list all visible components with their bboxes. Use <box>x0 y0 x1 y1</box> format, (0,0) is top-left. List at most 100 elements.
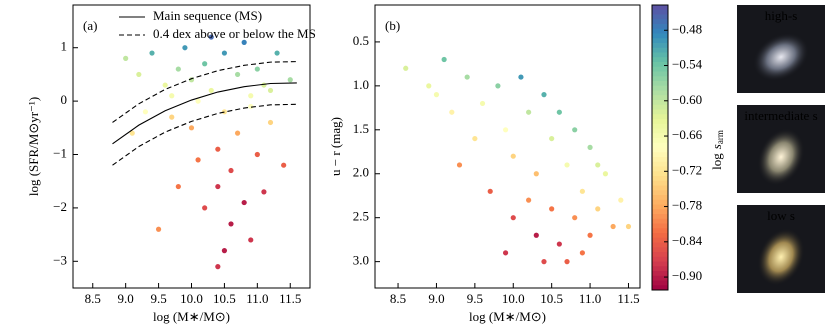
point <box>479 100 486 107</box>
point <box>472 135 478 142</box>
colorbar-tick-label: −0.60 <box>672 92 702 107</box>
colorbar-frame <box>651 4 669 291</box>
point <box>595 162 601 168</box>
colorbar-segment <box>652 119 668 125</box>
point <box>142 109 149 115</box>
trend-line <box>112 61 297 123</box>
point <box>254 151 260 158</box>
point <box>433 92 440 98</box>
point <box>587 232 593 238</box>
point <box>495 83 501 89</box>
colorbar-segment <box>652 256 668 262</box>
colorbar-segment <box>652 237 668 243</box>
axes-frame <box>72 4 311 289</box>
point <box>287 77 293 83</box>
panel-label: (b) <box>385 18 400 33</box>
point <box>533 171 539 177</box>
colorbar-segment <box>652 128 668 134</box>
colorbar-segment <box>652 166 668 172</box>
point <box>188 125 195 131</box>
colorbar-segment <box>652 52 668 58</box>
x-tick-label: 11.5 <box>617 291 639 306</box>
colorbar-segment <box>652 71 668 77</box>
point <box>526 197 532 203</box>
colorbar-segment <box>652 138 668 144</box>
x-tick-label: 10.5 <box>213 291 236 306</box>
colorbar-segment <box>652 190 668 196</box>
point <box>136 71 142 78</box>
trend-line <box>112 82 297 145</box>
colorbar-segment <box>652 81 668 87</box>
point <box>155 226 162 232</box>
point <box>572 215 578 221</box>
point <box>274 50 280 56</box>
point <box>215 264 221 270</box>
colorbar-segment <box>652 104 668 110</box>
colorbar-segment <box>652 66 668 72</box>
x-tick-label: 10.0 <box>180 291 203 306</box>
point <box>625 223 632 230</box>
point <box>241 39 247 45</box>
point <box>123 55 129 61</box>
point <box>195 98 201 104</box>
trend-line <box>112 103 297 166</box>
x-tick-label: 10.5 <box>540 291 563 306</box>
y-tick-label: 2.5 <box>353 209 369 224</box>
colorbar-segment <box>652 161 668 167</box>
colorbar-segment <box>652 252 668 258</box>
colorbar-segment <box>652 266 668 272</box>
colorbar-segment <box>652 171 668 177</box>
point <box>403 65 409 71</box>
galaxy-label: high-s <box>765 8 798 23</box>
colorbar-segment <box>652 275 668 281</box>
galaxy-label: intermediate s <box>744 108 817 123</box>
colorbar-segment <box>652 204 668 210</box>
colorbar-label-var: s <box>709 144 724 149</box>
point <box>618 197 624 203</box>
point <box>541 92 547 98</box>
point <box>556 109 562 115</box>
colorbar-segment <box>652 62 668 68</box>
colorbar-segment <box>652 261 668 267</box>
y-tick-label: 1.0 <box>353 77 369 92</box>
colorbar-segment <box>652 114 668 120</box>
colorbar-segment <box>652 147 668 153</box>
y-axis-label: log (SFR/M⊙yr⁻¹) <box>26 97 41 196</box>
point <box>149 50 155 56</box>
colorbar-segment <box>652 9 668 15</box>
colorbar-segment <box>652 233 668 239</box>
y-tick-label: −1 <box>53 145 67 160</box>
colorbar-segment <box>652 152 668 158</box>
x-tick-label: 9.5 <box>467 291 483 306</box>
y-tick-label: 3.0 <box>353 253 369 268</box>
point <box>610 223 616 230</box>
colorbar-segment <box>652 195 668 201</box>
colorbar-segment <box>652 242 668 248</box>
colorbar-segment <box>652 14 668 20</box>
point <box>129 130 135 136</box>
colorbar-segment <box>652 109 668 115</box>
colorbar-label-sub: arm <box>715 130 725 144</box>
galaxy <box>757 128 805 186</box>
colorbar-segment <box>652 19 668 25</box>
colorbar-segment <box>652 285 668 291</box>
colorbar-segment <box>652 76 668 82</box>
point <box>556 241 562 247</box>
x-tick-label: 9.0 <box>428 291 444 306</box>
colorbar-segment <box>652 28 668 34</box>
colorbar-segment <box>652 38 668 44</box>
point <box>579 250 585 256</box>
point <box>426 83 432 89</box>
point <box>595 206 601 212</box>
colorbar-segment <box>652 280 668 286</box>
point <box>241 199 247 206</box>
colorbar-segment <box>652 228 668 234</box>
x-tick-label: 11.0 <box>579 291 601 306</box>
colorbar-segment <box>652 271 668 277</box>
point <box>254 66 260 72</box>
point <box>518 74 524 80</box>
colorbar-segment <box>652 157 668 163</box>
point <box>464 74 470 80</box>
point <box>248 93 254 99</box>
point <box>587 144 593 150</box>
